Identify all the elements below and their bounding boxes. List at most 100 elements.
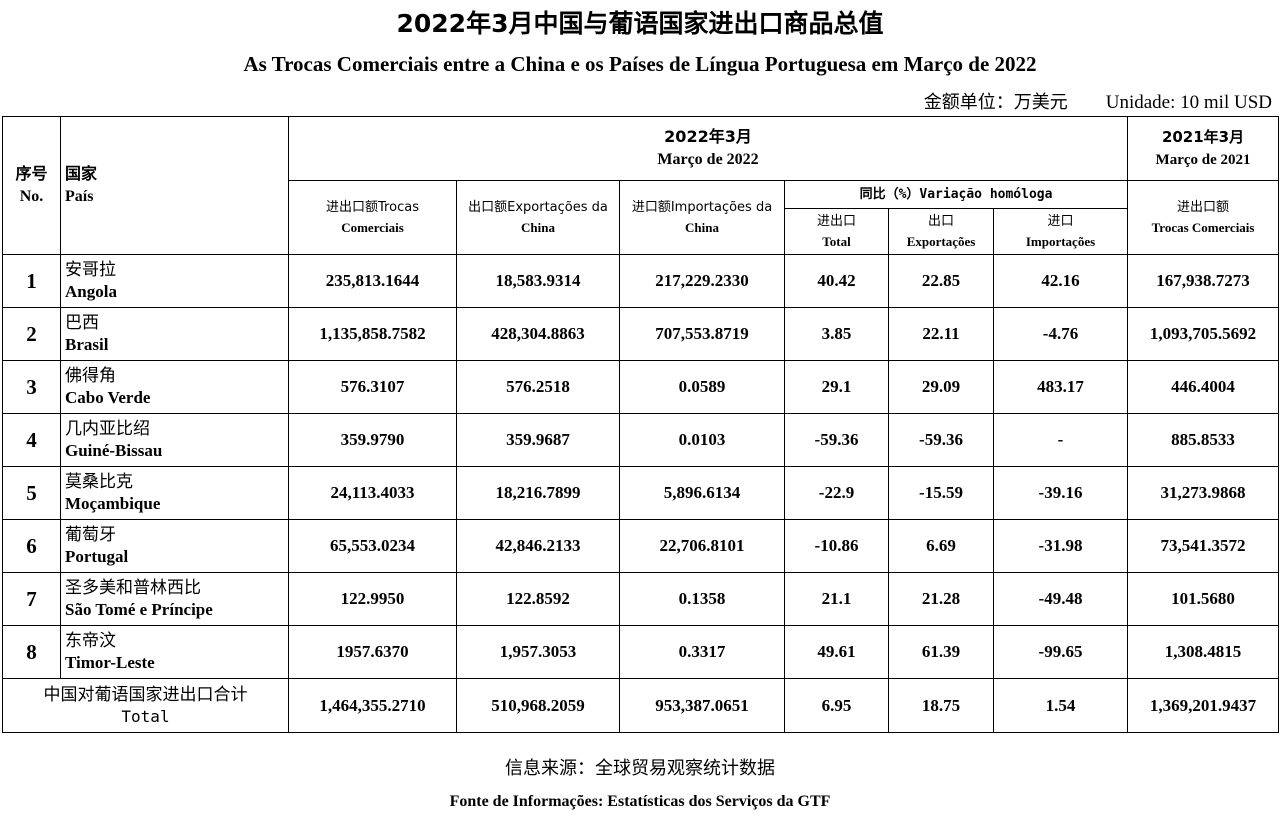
header-imports-pt: China — [685, 220, 719, 235]
unit-cn: 金额单位：万美元 — [923, 92, 1068, 113]
cell-yoy-imports: -39.16 — [992, 466, 1129, 520]
country-name-pt: Angola — [65, 282, 117, 301]
cell-trade: 1,135,858.7582 — [288, 307, 457, 361]
table-row: 5 莫桑比克 Moçambique 24,113.4033 18,216.7899 5,8… — [2, 466, 1280, 520]
header-exports-pt: China — [521, 220, 555, 235]
cell-trade-2021: 73,541.3572 — [1127, 519, 1280, 573]
country-cell: 安哥拉 Angola — [60, 254, 289, 308]
cell-yoy-exports: -59.36 — [888, 413, 994, 467]
header-period-2021-pt: Março de 2021 — [1155, 152, 1251, 168]
total-yoy-total: 6.95 — [784, 678, 889, 733]
total-yoy-exports: 18.75 — [888, 678, 994, 733]
cell-yoy-total: -59.36 — [784, 413, 889, 467]
cell-yoy-total: -10.86 — [784, 519, 889, 573]
header-no: 序号 No. — [2, 116, 61, 255]
row-number: 7 — [2, 572, 61, 626]
table-row: 8 东帝汶 Timor-Leste 1957.6370 1,957.3053 0.3317… — [2, 625, 1280, 679]
cell-imports: 707,553.8719 — [619, 307, 785, 361]
header-yoy: 同比（%）Variação homóloga — [783, 180, 1129, 209]
cell-imports: 22,706.8101 — [619, 519, 785, 573]
header-yoy-exp-pt: Exportações — [906, 234, 976, 249]
cell-trade-2021: 885.8533 — [1127, 413, 1280, 467]
row-number: 8 — [2, 625, 61, 679]
header-exports-label: 出口额Exportações da — [468, 200, 608, 215]
cell-yoy-exports: 61.39 — [888, 625, 994, 679]
cell-yoy-total: 29.1 — [784, 360, 889, 414]
country-cell: 东帝汶 Timor-Leste — [60, 625, 289, 679]
cell-yoy-imports: -31.98 — [992, 519, 1129, 573]
country-name-cn: 几内亚比绍 — [65, 419, 150, 439]
header-yoy-total-pt: Total — [822, 234, 851, 249]
page-title-cn: 2022年3月中国与葡语国家进出口商品总值 — [396, 9, 884, 38]
cell-trade: 24,113.4033 — [288, 466, 457, 520]
header-period-2022-cn: 2022年3月 — [664, 127, 752, 146]
header-imports: 进口额Importações da China — [619, 180, 785, 255]
country-name-cn: 佛得角 — [65, 366, 116, 386]
header-trade: 进出口额Trocas Comerciais — [288, 180, 457, 255]
country-name-cn: 葡萄牙 — [65, 525, 116, 545]
country-cell: 几内亚比绍 Guiné-Bissau — [60, 413, 289, 467]
header-country-pt: País — [65, 188, 94, 205]
header-trade-2021: 进出口额 Trocas Comerciais — [1127, 180, 1280, 255]
total-row: 中国对葡语国家进出口合计 Total 1,464,355.2710 510,96… — [2, 678, 1280, 733]
header-period-2021-cn: 2021年3月 — [1161, 128, 1245, 146]
cell-exports: 18,583.9314 — [456, 254, 620, 308]
header-row-2: 进出口额Trocas Comerciais 出口额Exportações da … — [3, 180, 1280, 255]
header-row-1: 序号 No. 国家 País 2022年3月 Março de 2022 202… — [2, 116, 1280, 255]
table-total: 中国对葡语国家进出口合计 Total 1,464,355.2710 510,96… — [2, 678, 1280, 733]
cell-trade: 65,553.0234 — [288, 519, 457, 573]
cell-trade-2021: 1,093,705.5692 — [1127, 307, 1280, 361]
cell-exports: 122.8592 — [456, 572, 620, 626]
cell-yoy-imports: -4.76 — [992, 307, 1129, 361]
country-name-cn: 巴西 — [65, 313, 99, 333]
header-yoy-total-cn: 进出口 — [816, 214, 856, 229]
cell-trade: 576.3107 — [288, 360, 457, 414]
header-yoy-imp-pt: Importações — [1025, 234, 1096, 249]
cell-imports: 0.0103 — [619, 413, 785, 467]
row-number: 2 — [2, 307, 61, 361]
total-exports: 510,968.2059 — [456, 678, 620, 733]
cell-imports: 5,896.6134 — [619, 466, 785, 520]
header-yoy-imp-cn: 进口 — [1047, 214, 1074, 229]
country-name-pt: Guiné-Bissau — [65, 441, 163, 460]
header-imports-label: 进口额Importações da — [631, 200, 773, 215]
cell-trade-2021: 101.5680 — [1127, 572, 1280, 626]
row-number: 1 — [2, 254, 61, 308]
row-number: 5 — [2, 466, 61, 520]
total-trade: 1,464,355.2710 — [288, 678, 457, 733]
header-period-2022: 2022年3月 Março de 2022 — [287, 116, 1129, 181]
header-row-3: 进出口 Total 出口 Exportações 进口 Importações — [3, 208, 1279, 255]
row-number: 4 — [2, 413, 61, 467]
cell-trade-2021: 31,273.9868 — [1127, 466, 1280, 520]
total-label-cn: 中国对葡语国家进出口合计 — [43, 684, 248, 705]
header-trade-2021-pt: Trocas Comerciais — [1151, 220, 1255, 235]
table-row: 7 圣多美和普林西比 São Tomé e Príncipe 122.9950 122.… — [2, 572, 1280, 626]
cell-exports: 428,304.8863 — [456, 307, 620, 361]
cell-trade: 1957.6370 — [288, 625, 457, 679]
cell-imports: 0.1358 — [619, 572, 785, 626]
cell-exports: 18,216.7899 — [456, 466, 620, 520]
table-header: 序号 No. 国家 País 2022年3月 Março de 2022 202… — [2, 116, 1280, 255]
source-pt: Fonte de Informações: Estatísticas dos S… — [449, 793, 831, 810]
table-row: 1 安哥拉 Angola 235,813.1644 18,583.9314 217,229… — [2, 254, 1280, 308]
cell-yoy-exports: 6.69 — [888, 519, 994, 573]
table-row: 3 佛得角 Cabo Verde 576.3107 576.2518 0.0589 29.1… — [2, 360, 1280, 414]
header-exports: 出口额Exportações da China — [456, 180, 620, 255]
source-cn: 信息来源：全球贸易观察统计数据 — [505, 758, 775, 779]
cell-yoy-exports: 29.09 — [888, 360, 994, 414]
country-cell: 圣多美和普林西比 São Tomé e Príncipe — [60, 572, 289, 626]
header-no-cn: 序号 — [15, 164, 48, 183]
country-name-pt: Cabo Verde — [65, 388, 151, 407]
cell-yoy-exports: -15.59 — [888, 466, 994, 520]
cell-exports: 359.9687 — [456, 413, 620, 467]
country-cell: 佛得角 Cabo Verde — [60, 360, 289, 414]
cell-yoy-imports: 42.16 — [992, 254, 1129, 308]
table-row: 2 巴西 Brasil 1,135,858.7582 428,304.8863 707,5… — [2, 307, 1280, 361]
country-name-pt: São Tomé e Príncipe — [65, 600, 213, 619]
header-period-2021: 2021年3月 Março de 2021 — [1127, 116, 1280, 181]
unit-line: 金额单位：万美元 Unidade: 10 mil USD — [924, 88, 1272, 114]
total-imports: 953,387.0651 — [619, 678, 785, 733]
cell-trade-2021: 1,308.4815 — [1127, 625, 1280, 679]
header-trade-pt: Comerciais — [341, 220, 404, 235]
cell-imports: 0.3317 — [619, 625, 785, 679]
